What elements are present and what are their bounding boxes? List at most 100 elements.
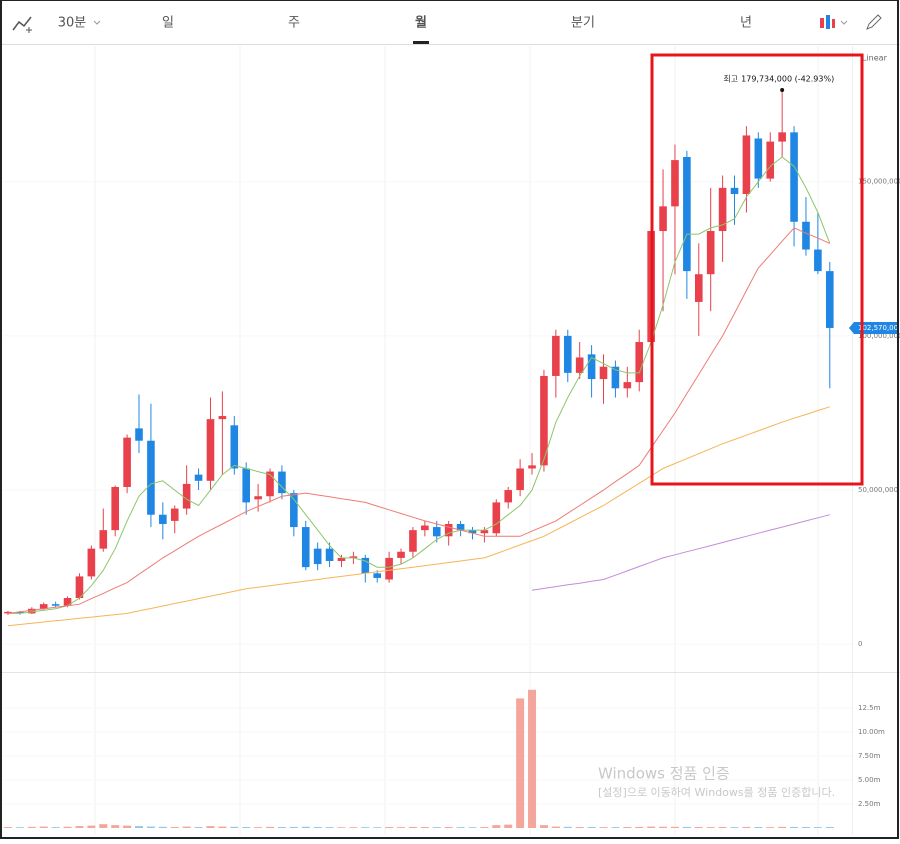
volume-bar xyxy=(385,827,394,828)
interval-tab[interactable]: 주 xyxy=(288,16,300,31)
candle-body xyxy=(563,335,572,373)
candle-body xyxy=(492,502,501,534)
candle-body xyxy=(361,557,370,574)
volume-bar xyxy=(730,827,739,828)
volume-bar xyxy=(135,826,144,828)
y-tick-label: 50,000,000 xyxy=(858,486,898,494)
candle-body xyxy=(468,530,477,534)
interval-tab[interactable]: 년 xyxy=(740,16,752,31)
candle-body xyxy=(421,525,429,531)
candle-body xyxy=(325,548,334,561)
interval-tab[interactable]: 월 xyxy=(415,15,427,31)
candle-body xyxy=(444,523,453,537)
volume-bar xyxy=(373,827,382,828)
volume-bar xyxy=(146,826,155,828)
candle-body xyxy=(218,416,227,420)
volume-bar xyxy=(242,827,251,828)
candle-body xyxy=(623,382,632,389)
candle-style-icon[interactable] xyxy=(820,15,848,29)
candle-body xyxy=(51,604,60,606)
volume-bar xyxy=(754,827,763,828)
volume-bar xyxy=(266,826,275,828)
volume-bar xyxy=(39,826,48,828)
candle-body xyxy=(397,551,405,558)
candle-body xyxy=(611,366,620,389)
candle-body xyxy=(802,221,810,250)
candle-body xyxy=(456,523,465,531)
volume-bar xyxy=(825,827,834,828)
volume-bar xyxy=(456,827,465,828)
peak-marker xyxy=(780,87,785,92)
interval-tab[interactable]: 분기 xyxy=(571,16,595,31)
volume-bar xyxy=(301,826,310,828)
candle-body xyxy=(266,471,274,497)
volume-bar xyxy=(397,827,406,828)
candle-body xyxy=(730,187,739,195)
candle-body xyxy=(63,597,72,606)
volume-bar xyxy=(182,826,191,828)
volume-bar xyxy=(194,827,203,828)
watermark-text: [설정]으로 이동하여 Windows를 정품 인증합니다. xyxy=(598,785,835,799)
volume-bar xyxy=(420,827,429,828)
candle-body xyxy=(373,573,382,578)
moving-average-line xyxy=(7,406,830,627)
volume-bar xyxy=(539,825,548,828)
volume-bar xyxy=(63,826,72,828)
candle-body xyxy=(552,335,560,376)
candle-body xyxy=(28,608,36,614)
peak-label: 최고 xyxy=(723,73,738,83)
volume-bar xyxy=(349,827,358,828)
candle-body xyxy=(194,474,203,481)
candle-body xyxy=(4,611,12,614)
chart-type-icon[interactable] xyxy=(12,16,32,33)
candle-body xyxy=(516,468,524,491)
volume-bar xyxy=(516,698,525,828)
candle-body xyxy=(16,611,24,614)
volume-bar xyxy=(408,826,417,828)
volume-bar xyxy=(611,827,620,828)
candle-body xyxy=(135,428,143,441)
draw-tool-icon[interactable] xyxy=(866,14,882,30)
candle-body xyxy=(385,557,393,580)
y-tick-label: 12.5m xyxy=(858,704,881,712)
volume-bar xyxy=(623,827,632,828)
y-tick-label: 7.50m xyxy=(858,752,881,760)
scale-mode[interactable]: Linear xyxy=(862,54,888,63)
highlight-box xyxy=(650,53,864,486)
volume-bar xyxy=(337,827,346,828)
volume-bar xyxy=(575,827,584,828)
moving-average-line xyxy=(7,227,831,614)
volume-bar xyxy=(599,827,608,828)
y-tick-label: 5.00m xyxy=(858,776,881,784)
volume-bar xyxy=(659,826,668,828)
candle-body xyxy=(766,141,775,179)
candle-body xyxy=(754,138,763,179)
volume-bar xyxy=(4,827,12,828)
volume-bar xyxy=(325,827,334,828)
volume-bar xyxy=(87,825,96,828)
candle-body xyxy=(278,471,286,494)
volume-bar xyxy=(778,826,787,828)
candle-body xyxy=(635,342,644,383)
volume-bar xyxy=(75,826,84,828)
candle-body xyxy=(528,465,536,469)
candle-body xyxy=(254,496,262,500)
plot: 0 50,000,000 100,000,000 150,000,000 최고 179,7… xyxy=(4,73,900,828)
volume-bar xyxy=(313,827,322,828)
candle-body xyxy=(301,527,310,568)
candle-body xyxy=(659,206,667,232)
volume-bar xyxy=(432,827,441,828)
volume-bar xyxy=(492,825,501,828)
candle-body xyxy=(147,440,155,515)
candle-body xyxy=(432,527,441,537)
candle-body xyxy=(99,530,108,549)
interval-tab[interactable]: 30분 xyxy=(58,16,87,31)
interval-tab[interactable]: 일 xyxy=(162,16,174,31)
dropdown-arrow[interactable] xyxy=(93,20,101,25)
candle-body xyxy=(39,604,48,609)
volume-bar xyxy=(670,826,679,828)
moving-average-line xyxy=(8,156,831,614)
peak-text: 179,734,000 (-42.93%) xyxy=(741,74,834,83)
volume-bar xyxy=(206,826,215,828)
volume-bar xyxy=(230,826,239,828)
